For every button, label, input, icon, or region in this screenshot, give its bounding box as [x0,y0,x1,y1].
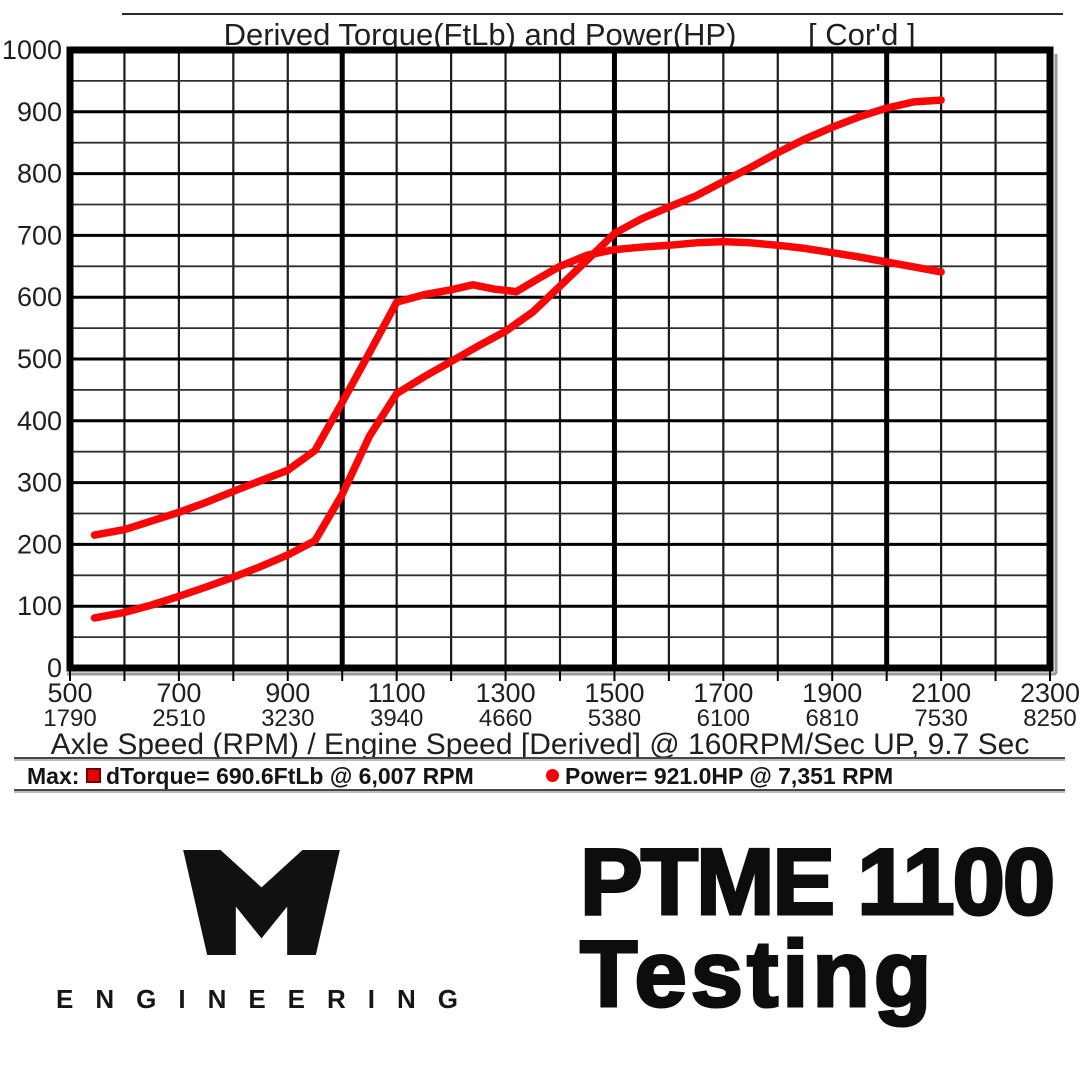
logo-wordmark: ENGINEERING [56,984,481,1014]
x-tick-engine-label: 2510 [152,705,205,732]
x-tick-engine-label: 6100 [697,705,750,732]
y-tick-label: 1000 [2,35,62,65]
y-tick-label: 700 [17,220,62,250]
x-tick-axle-label: 500 [47,678,92,708]
grid-major [70,50,1050,668]
x-tick-axle-label: 2100 [911,678,971,708]
poster-title-line1: PTME 1100 [578,829,1056,934]
x-tick-axle-label: 900 [265,678,310,708]
curve-power-hp- [90,96,945,622]
separator-rule-top [14,757,1065,759]
x-tick-engine-label: 6810 [806,705,859,732]
m-logo-icon [183,850,340,955]
y-tick-label: 600 [17,282,62,312]
chart-frame-line [122,13,1063,15]
chart-corrected-tag: [ Cor'd ] [808,17,916,52]
x-tick-axle-label: 1500 [584,678,644,708]
y-tick-label: 900 [17,97,62,127]
poster-title-line2: Testing [578,921,936,1026]
x-tick-engine-label: 1790 [43,705,96,732]
dyno-curves [90,96,945,622]
x-tick-axle-label: 1900 [802,678,862,708]
separator-rule-bottom [14,789,1065,791]
y-tick-label: 400 [17,406,62,436]
poster-title: PTME 1100 Testing [578,829,1056,1026]
x-tick-engine-label: 3230 [261,705,314,732]
power-series-marker-icon [546,769,559,782]
x-axis-caption: Axle Speed (RPM) / Engine Speed [Derived… [50,728,1030,761]
max-readout-row: Max: dTorque= 690.6FtLb @ 6,007 RPM Powe… [0,758,1080,790]
x-tick-axle-label: 700 [156,678,201,708]
x-tick-engine-label: 7530 [914,705,967,732]
x-tick-engine-label: 5380 [588,705,641,732]
y-tick-label: 800 [17,159,62,189]
y-tick-label: 200 [17,529,62,559]
plot-frame [66,46,1058,676]
dyno-plot: 0100200300400500600700800900100050017907… [2,35,1080,732]
y-tick-label: 100 [17,591,62,621]
y-tick-label: 500 [17,344,62,374]
dyno-chart-panel: Derived Torque(FtLb) and Power(HP) [ Cor… [0,13,1080,791]
y-tick-label: 0 [47,653,62,683]
max-power-readout: Power= 921.0HP @ 7,351 RPM [565,763,894,789]
curve-dtorque-ftlb- [90,237,945,539]
chart-title: Derived Torque(FtLb) and Power(HP) [223,17,737,52]
torque-series-marker-icon [86,768,101,783]
max-label: Max: [27,763,80,789]
axis-ticks [69,671,1051,681]
x-tick-engine-label: 4660 [479,705,532,732]
x-tick-axle-label: 1100 [368,678,426,708]
axis-tick-labels: 0100200300400500600700800900100050017907… [2,35,1080,732]
x-tick-axle-label: 1300 [476,678,536,708]
x-tick-engine-label: 3940 [370,705,423,732]
x-tick-axle-label: 1700 [693,678,753,708]
x-tick-axle-label: 2300 [1020,678,1080,708]
y-tick-label: 300 [17,468,62,498]
x-tick-engine-label: 8250 [1023,705,1076,732]
max-torque-readout: dTorque= 690.6FtLb @ 6,007 RPM [106,763,474,789]
